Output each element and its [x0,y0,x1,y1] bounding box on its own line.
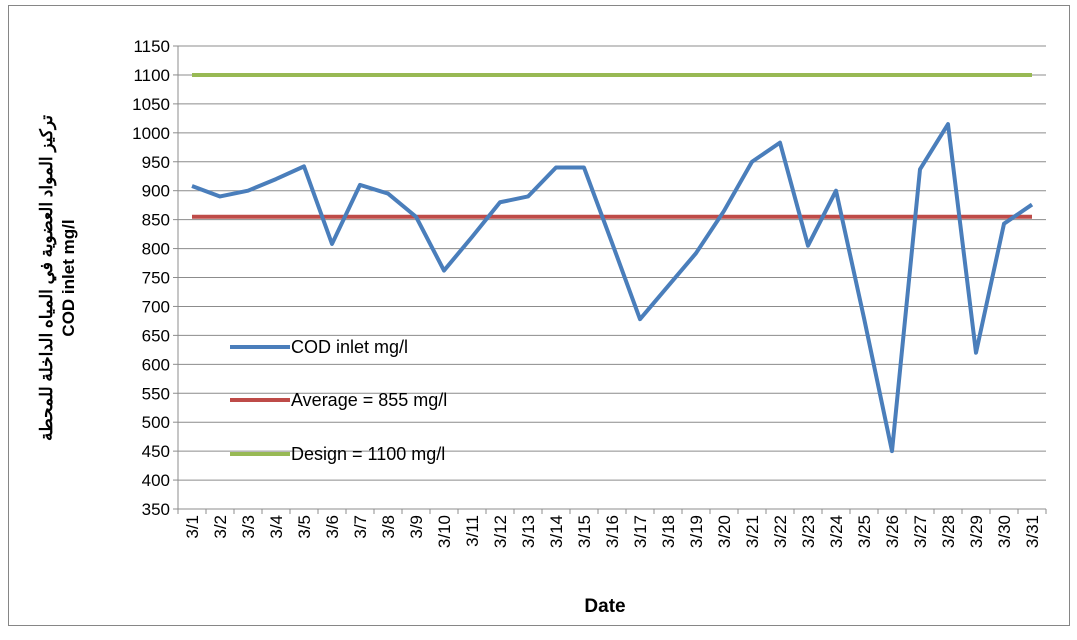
y-tick-label: 750 [142,269,170,288]
y-tick-label: 350 [142,500,170,519]
y-tick-label: 550 [142,384,170,403]
x-tick-label: 3/18 [659,515,678,548]
x-tick-label: 3/6 [323,515,342,539]
y-tick-label: 850 [142,211,170,230]
x-tick-label: 3/27 [911,515,930,548]
series-line [191,122,1034,454]
y-tick-label: 800 [142,240,170,259]
y-axis-label: COD inlet mg/l [59,219,78,336]
y-axis-label: تركيز المواد العضوية في المياه الداخلة ل… [37,115,57,441]
x-tick-label: 3/21 [743,515,762,548]
y-tick-label: 1000 [132,124,170,143]
x-tick-label: 3/10 [435,515,454,548]
x-tick-label: 3/9 [407,515,426,539]
y-tick-label: 1100 [133,66,170,85]
y-tick-label: 650 [142,326,170,345]
x-tick-label: 3/11 [463,515,482,547]
x-tick-label: 3/2 [211,515,230,539]
x-tick-label: 3/20 [715,515,734,548]
legend-label: COD inlet mg/l [291,337,408,357]
x-tick-label: 3/15 [575,515,594,548]
x-tick-label: 3/14 [547,515,566,548]
y-tick-label: 500 [142,413,170,432]
x-tick-label: 3/26 [883,515,902,548]
x-tick-label: 3/7 [351,515,370,539]
x-tick-label: 3/29 [967,515,986,548]
x-tick-label: 3/19 [687,515,706,548]
x-tick-label: 3/31 [1023,515,1042,548]
x-tick-label: 3/12 [491,515,510,548]
x-tick-label: 3/8 [379,515,398,539]
legend-label: Average = 855 mg/l [291,390,447,410]
x-tick-label: 3/13 [519,515,538,548]
x-tick-label: 3/22 [771,515,790,548]
x-tick-label: 3/4 [267,515,286,539]
y-tick-label: 700 [142,297,170,316]
x-tick-label: 3/30 [995,515,1014,548]
y-tick-label: 600 [142,355,170,374]
legend-label: Design = 1100 mg/l [291,444,445,464]
y-tick-label: 900 [142,182,170,201]
x-tick-label: 3/23 [799,515,818,548]
x-tick-label: 3/28 [939,515,958,548]
x-tick-label: 3/17 [631,515,650,548]
y-tick-label: 1050 [132,95,170,114]
y-tick-label: 1150 [133,37,170,56]
chart-frame [8,5,1070,626]
y-tick-label: 400 [142,471,170,490]
y-tick-label: 450 [142,442,170,461]
x-tick-label: 3/25 [855,515,874,548]
x-tick-label: 3/16 [603,515,622,548]
x-tick-label: 3/24 [827,515,846,548]
x-tick-label: 3/3 [239,515,258,539]
x-axis-label: Date [584,596,625,617]
x-tick-label: 3/1 [183,515,202,539]
x-tick-label: 3/5 [295,515,314,539]
y-tick-label: 950 [142,153,170,172]
